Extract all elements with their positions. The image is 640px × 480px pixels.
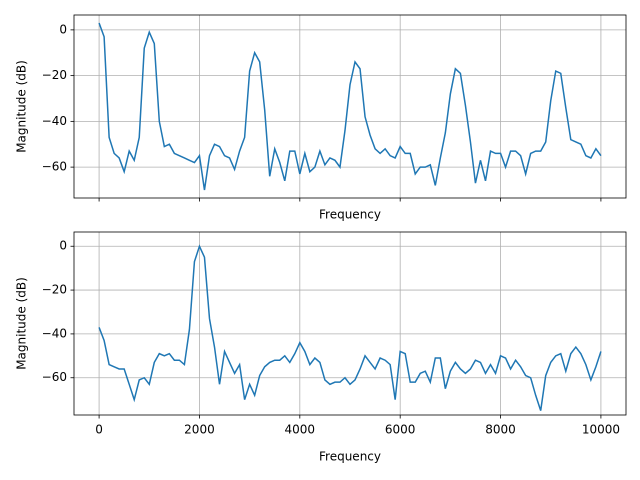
y-tick-label: 0 <box>59 239 67 253</box>
y-axis-label: Magnitude (dB) <box>15 60 29 153</box>
data-line <box>98 22 602 191</box>
y-tick-label: −20 <box>42 68 67 82</box>
x-tick-label: 4000 <box>285 423 316 437</box>
y-tick-label: −60 <box>42 160 67 174</box>
axes-frame <box>73 231 627 416</box>
y-tick-label: −40 <box>42 114 67 128</box>
x-tick-label: 0 <box>95 423 103 437</box>
x-axis-label: Frequency <box>319 450 381 464</box>
x-tick-label: 8000 <box>485 423 516 437</box>
x-tick-label: 2000 <box>184 423 215 437</box>
y-axis-label: Magnitude (dB) <box>15 277 29 370</box>
y-tick-label: −40 <box>42 326 67 340</box>
y-tick-label: −60 <box>42 370 67 384</box>
y-tick-label: 0 <box>59 22 67 36</box>
axes-frame <box>73 14 627 199</box>
data-line <box>98 244 602 411</box>
x-tick-label: 10000 <box>582 423 620 437</box>
y-tick-label: −20 <box>42 283 67 297</box>
x-axis-label: Frequency <box>319 208 381 222</box>
x-tick-label: 6000 <box>385 423 416 437</box>
